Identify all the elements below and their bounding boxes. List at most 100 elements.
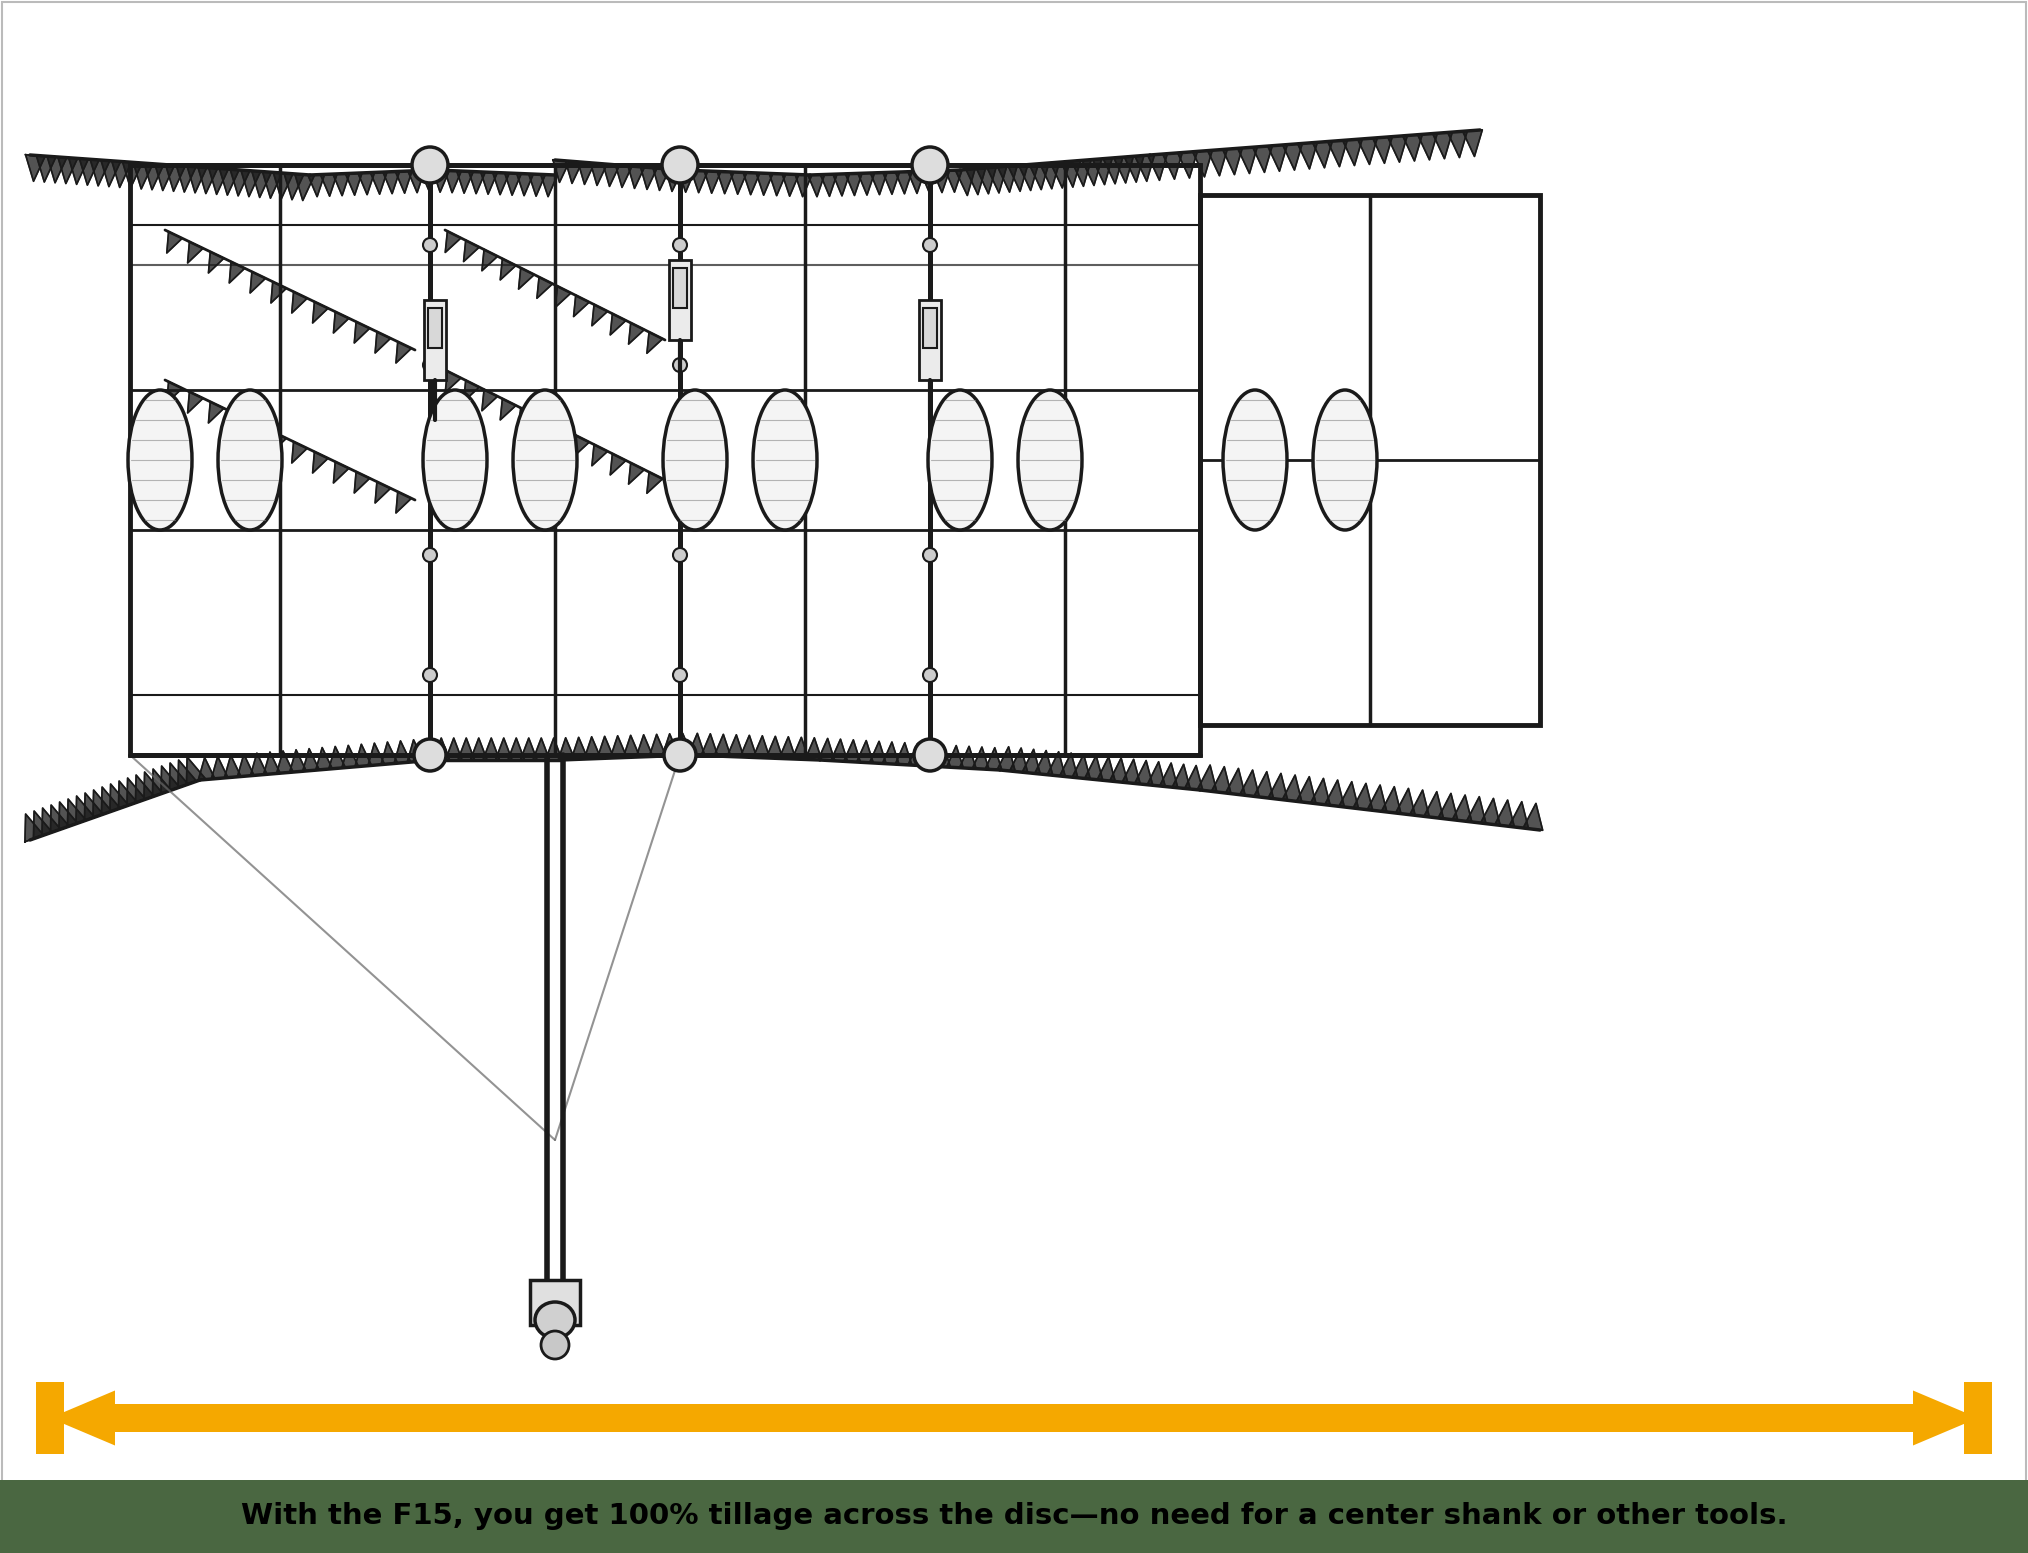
Polygon shape xyxy=(1509,801,1529,829)
Ellipse shape xyxy=(424,390,487,530)
Ellipse shape xyxy=(217,390,282,530)
Polygon shape xyxy=(209,252,223,273)
Polygon shape xyxy=(458,738,475,759)
Polygon shape xyxy=(26,155,45,182)
Polygon shape xyxy=(375,332,391,353)
Polygon shape xyxy=(610,453,627,475)
Polygon shape xyxy=(896,171,913,194)
Polygon shape xyxy=(945,169,961,193)
Polygon shape xyxy=(144,163,164,189)
Polygon shape xyxy=(69,158,89,185)
Polygon shape xyxy=(229,169,249,196)
Polygon shape xyxy=(118,781,138,809)
Polygon shape xyxy=(537,418,554,438)
Polygon shape xyxy=(1178,151,1197,179)
Polygon shape xyxy=(965,168,986,194)
Polygon shape xyxy=(59,157,77,183)
Polygon shape xyxy=(134,163,152,189)
Ellipse shape xyxy=(535,1301,576,1339)
Polygon shape xyxy=(375,481,391,503)
Polygon shape xyxy=(464,241,479,261)
Polygon shape xyxy=(229,412,245,433)
Polygon shape xyxy=(166,382,183,404)
Polygon shape xyxy=(1061,753,1077,778)
Polygon shape xyxy=(1073,755,1091,780)
Polygon shape xyxy=(677,169,696,193)
Polygon shape xyxy=(1282,775,1302,801)
Polygon shape xyxy=(629,463,645,485)
Polygon shape xyxy=(692,171,708,193)
Polygon shape xyxy=(1523,803,1543,831)
Polygon shape xyxy=(821,174,838,196)
Polygon shape xyxy=(1018,163,1038,191)
Polygon shape xyxy=(663,733,679,756)
Ellipse shape xyxy=(424,548,436,562)
Ellipse shape xyxy=(915,739,945,770)
Ellipse shape xyxy=(424,238,436,252)
Polygon shape xyxy=(844,739,860,763)
Polygon shape xyxy=(1448,130,1468,158)
Polygon shape xyxy=(1353,783,1373,811)
Polygon shape xyxy=(284,172,304,200)
Polygon shape xyxy=(519,408,533,429)
Ellipse shape xyxy=(929,390,992,530)
Polygon shape xyxy=(47,157,67,183)
Polygon shape xyxy=(1046,752,1065,776)
Polygon shape xyxy=(1197,766,1217,792)
Polygon shape xyxy=(1395,789,1416,815)
Polygon shape xyxy=(590,163,606,185)
Ellipse shape xyxy=(923,238,937,252)
Polygon shape xyxy=(558,738,574,759)
Polygon shape xyxy=(408,171,424,193)
Polygon shape xyxy=(383,171,400,194)
Polygon shape xyxy=(176,166,197,193)
Polygon shape xyxy=(1103,157,1124,183)
Polygon shape xyxy=(24,814,43,842)
Polygon shape xyxy=(357,172,375,194)
Polygon shape xyxy=(116,1404,1912,1432)
Polygon shape xyxy=(112,162,132,188)
Polygon shape xyxy=(225,755,241,778)
Text: With the F15, you get 100% tillage across the disc—no need for a center shank or: With the F15, you get 100% tillage acros… xyxy=(241,1502,1787,1531)
Polygon shape xyxy=(556,286,572,307)
Polygon shape xyxy=(1071,160,1091,186)
Polygon shape xyxy=(32,811,53,839)
Polygon shape xyxy=(596,736,614,758)
Polygon shape xyxy=(574,435,590,457)
Polygon shape xyxy=(1040,162,1059,189)
Polygon shape xyxy=(187,756,205,784)
Polygon shape xyxy=(537,276,554,298)
Polygon shape xyxy=(1172,764,1190,789)
Polygon shape xyxy=(110,784,128,812)
Ellipse shape xyxy=(923,548,937,562)
Polygon shape xyxy=(166,165,185,191)
Ellipse shape xyxy=(414,739,446,770)
Polygon shape xyxy=(986,747,1002,770)
Bar xyxy=(430,165,679,755)
Polygon shape xyxy=(610,314,627,335)
Polygon shape xyxy=(59,801,77,829)
Polygon shape xyxy=(1093,158,1111,185)
Polygon shape xyxy=(1338,781,1359,809)
Ellipse shape xyxy=(923,668,937,682)
Polygon shape xyxy=(533,738,550,759)
Polygon shape xyxy=(1409,790,1430,817)
Polygon shape xyxy=(742,172,760,194)
Polygon shape xyxy=(154,165,174,191)
Ellipse shape xyxy=(663,739,696,770)
Polygon shape xyxy=(302,749,318,772)
Polygon shape xyxy=(834,174,850,196)
Polygon shape xyxy=(1324,780,1345,808)
Polygon shape xyxy=(909,171,925,194)
Polygon shape xyxy=(933,745,951,767)
Polygon shape xyxy=(714,735,730,756)
Polygon shape xyxy=(592,444,608,466)
Ellipse shape xyxy=(424,668,436,682)
Polygon shape xyxy=(333,312,349,332)
Polygon shape xyxy=(909,744,925,766)
Ellipse shape xyxy=(663,390,726,530)
Polygon shape xyxy=(805,738,821,759)
Polygon shape xyxy=(312,452,329,474)
Polygon shape xyxy=(1136,155,1154,182)
Polygon shape xyxy=(1438,794,1458,820)
